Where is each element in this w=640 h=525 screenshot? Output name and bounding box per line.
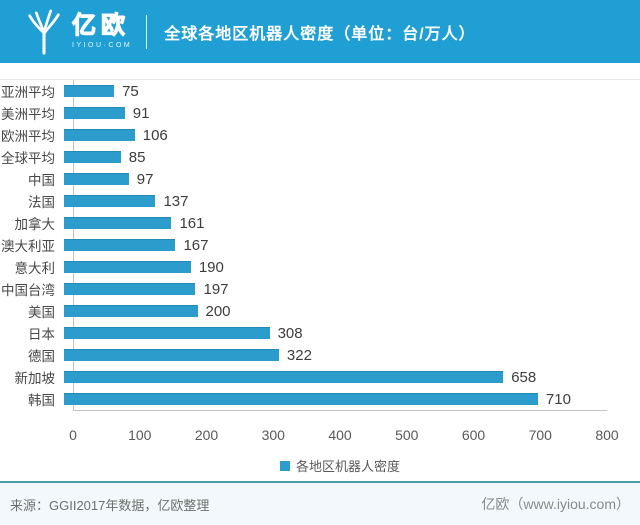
category-label: 加拿大 [14, 217, 56, 232]
value-label: 658 [511, 368, 537, 386]
bar-row: 全球平均 85 [0, 146, 640, 168]
category-label: 德国 [28, 349, 55, 364]
legend-label: 各地区机器人密度 [295, 459, 401, 474]
category-label: 美洲平均 [1, 107, 55, 122]
category-label: 意大利 [14, 261, 56, 276]
source-note: 来源：GGII2017年数据，亿欧整理 [10, 497, 210, 513]
legend-swatch-icon [279, 460, 290, 471]
category-label: 日本 [28, 327, 55, 342]
header-divider [146, 14, 148, 49]
value-label: 137 [163, 192, 189, 210]
bar [64, 261, 191, 273]
category-label: 全球平均 [1, 151, 55, 166]
legend: 各地区机器人密度 [279, 456, 401, 475]
bar [64, 239, 176, 251]
site-credit: 亿欧（www.iyiou.com） [481, 496, 630, 512]
value-label: 200 [205, 302, 231, 320]
plot-top-border [0, 79, 640, 80]
footer-divider [0, 481, 640, 483]
bar-row: 韩国 710 [0, 388, 640, 410]
x-tick-label: 100 [128, 427, 152, 443]
bar-row: 欧洲平均 106 [0, 124, 640, 146]
category-label: 中国 [28, 173, 55, 188]
value-label: 75 [122, 82, 139, 100]
bar-row: 澳大利亚 167 [0, 234, 640, 256]
bar [64, 371, 504, 383]
bar [64, 393, 538, 405]
bar [64, 283, 196, 295]
chart-title: 全球各地区机器人密度（单位：台/万人） [164, 25, 476, 43]
value-label: 322 [286, 346, 312, 364]
bar-row: 中国台湾 197 [0, 278, 640, 300]
value-label: 106 [142, 126, 168, 144]
value-label: 85 [128, 148, 146, 166]
bar-row: 意大利 190 [0, 256, 640, 278]
x-axis-line [73, 410, 607, 411]
x-tick-label: 300 [261, 427, 285, 443]
category-label: 亚洲平均 [1, 85, 55, 100]
category-label: 韩国 [28, 393, 55, 408]
value-label: 308 [277, 324, 303, 342]
bar-row: 新加坡 658 [0, 366, 640, 388]
bar-row: 德国 322 [0, 344, 640, 366]
iyiou-tree-icon [28, 9, 60, 55]
x-tick-label: 500 [395, 427, 419, 443]
value-label: 197 [203, 280, 229, 298]
category-label: 中国台湾 [1, 283, 55, 298]
x-axis-ticks: 0 100 200 300 400 500 600 700 800 [0, 427, 640, 445]
bar [64, 129, 135, 141]
bar-row: 中国 97 [0, 168, 640, 190]
category-label: 新加坡 [14, 371, 56, 386]
header-banner: 亿欧 IYIOU·COM 全球各地区机器人密度（单位：台/万人） [0, 0, 640, 63]
brand-domain: IYIOU·COM [72, 42, 133, 49]
bar [64, 305, 198, 317]
brand-name: 亿欧 [71, 12, 130, 39]
bar-row: 法国 137 [0, 190, 640, 212]
bar [64, 195, 156, 207]
category-label: 法国 [28, 195, 55, 210]
x-tick-label: 600 [461, 427, 486, 443]
value-label: 710 [545, 390, 571, 408]
bar-rows: 亚洲平均 75 美洲平均 91 欧洲平均 106 全球平均 85 中国 97 法国 137 加拿大 161… [0, 80, 640, 410]
bar [64, 151, 121, 163]
x-tick-label: 700 [528, 427, 552, 443]
bar-row: 亚洲平均 75 [0, 80, 640, 102]
brand-text: 亿欧 IYIOU·COM [71, 12, 133, 49]
x-tick-label: 200 [194, 427, 219, 443]
value-label: 190 [198, 258, 224, 276]
footer-bar: 来源：GGII2017年数据，亿欧整理 亿欧（www.iyiou.com） [0, 483, 640, 525]
category-label: 澳大利亚 [1, 239, 55, 254]
x-tick-label: 0 [69, 427, 77, 443]
bar-row: 日本 308 [0, 322, 640, 344]
bar-row: 美国 200 [0, 300, 640, 322]
bar-row: 加拿大 161 [0, 212, 640, 234]
x-tick-label: 400 [328, 427, 352, 443]
category-label: 欧洲平均 [1, 129, 55, 144]
brand-logo: 亿欧 IYIOU·COM [24, 9, 132, 55]
value-label: 167 [183, 236, 209, 254]
value-label: 97 [136, 170, 154, 188]
bar-row: 美洲平均 91 [0, 102, 640, 124]
value-label: 161 [179, 214, 205, 232]
bar [64, 85, 115, 97]
bar [64, 327, 270, 339]
x-tick-label: 800 [595, 427, 619, 443]
value-label: 91 [132, 104, 150, 122]
bar [64, 173, 129, 185]
category-label: 美国 [28, 305, 55, 320]
bar [64, 107, 125, 119]
bar [64, 217, 172, 229]
bar [64, 349, 279, 361]
